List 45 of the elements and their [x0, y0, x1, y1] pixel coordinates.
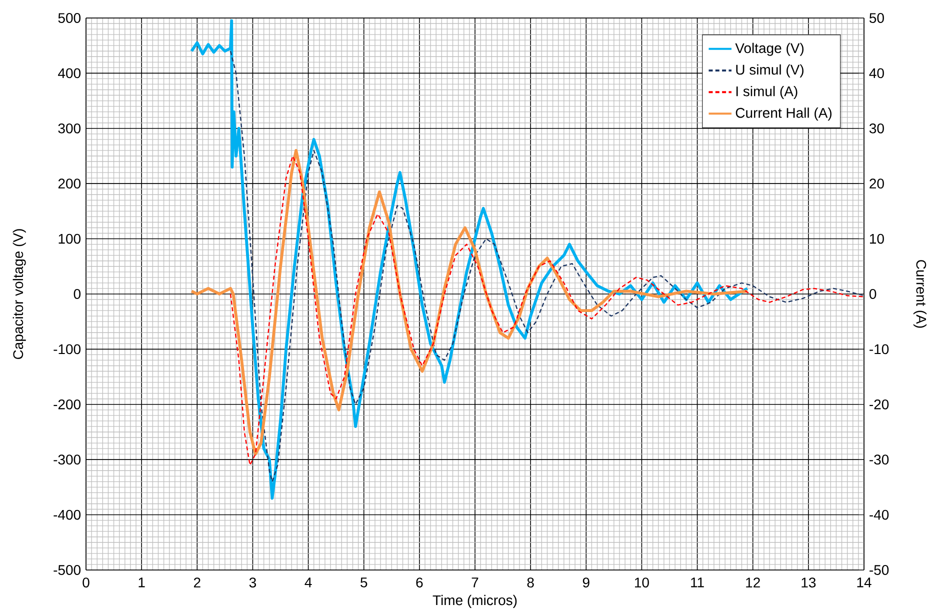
x-tick-label: 5 — [360, 578, 368, 588]
y-tick-label: 400 — [58, 68, 81, 78]
y2-tick-label: 20 — [870, 178, 884, 189]
legend-label: Voltage (V) — [735, 42, 804, 56]
y-tick-label: -200 — [54, 399, 81, 410]
y2-tick-label: 10 — [870, 234, 884, 244]
y2-tick-label: 30 — [869, 123, 884, 134]
x-tick-label: 14 — [857, 578, 872, 588]
y-tick-label: 200 — [58, 178, 81, 189]
y-tick-label: 0 — [74, 289, 81, 299]
x-tick-label: 12 — [746, 578, 760, 588]
x-tick-label: 7 — [472, 578, 478, 588]
y-tick-label: 500 — [58, 13, 81, 23]
y-axis-title: Capacitor voltage (V) — [12, 229, 26, 360]
x-tick-label: 3 — [249, 578, 256, 588]
x-tick-label: 6 — [416, 578, 423, 588]
legend-label: U simul (V) — [736, 64, 804, 78]
x-tick-label: 8 — [527, 578, 534, 588]
legend-label: I simul (A) — [736, 86, 798, 100]
x-tick-label: 11 — [691, 578, 704, 588]
y2-tick-label: 40 — [869, 68, 884, 78]
y-tick-label: 100 — [58, 234, 81, 244]
x-tick-label: 1 — [138, 578, 145, 588]
y2-tick-label: -50 — [870, 565, 889, 575]
y2-tick-label: -10 — [870, 344, 889, 354]
y2-tick-label: 50 — [869, 13, 884, 23]
y2-tick-label: -20 — [870, 399, 889, 410]
y2-axis-title: Current (A) — [913, 260, 927, 328]
y2-tick-label: 0 — [869, 289, 876, 299]
y-tick-label: -100 — [54, 344, 81, 354]
legend-label: Current Hall (A) — [736, 108, 832, 121]
x-tick-label: 0 — [82, 578, 90, 588]
y-tick-label: -300 — [54, 454, 81, 465]
y-tick-label: -500 — [54, 565, 81, 575]
x-tick-label: 13 — [802, 578, 816, 588]
x-tick-label: 2 — [194, 578, 200, 588]
x-tick-label: 9 — [582, 578, 590, 588]
y-tick-label: 300 — [58, 123, 81, 134]
line-series — [190, 149, 749, 456]
x-tick-label: 4 — [304, 578, 312, 588]
y2-tick-label: -30 — [870, 454, 889, 465]
x-tick-label: 10 — [634, 578, 649, 588]
y2-tick-label: -40 — [870, 510, 889, 520]
x-axis-title: Time (micros) — [432, 594, 517, 608]
y-tick-label: -400 — [54, 510, 81, 520]
